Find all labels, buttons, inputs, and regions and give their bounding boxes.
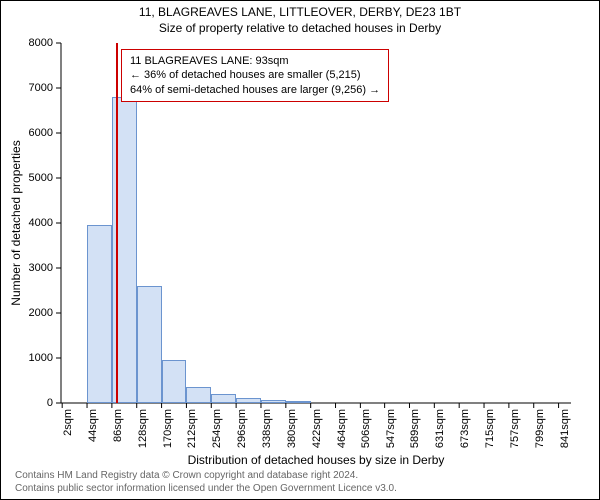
histogram-bar bbox=[236, 398, 261, 403]
info-box-line: ← 36% of detached houses are smaller (5,… bbox=[130, 68, 380, 82]
x-axis-label: Distribution of detached houses by size … bbox=[61, 453, 571, 467]
attribution-line-2: Contains public sector information licen… bbox=[15, 483, 397, 494]
y-tick-label: 1000 bbox=[29, 352, 53, 364]
y-tick-label: 4000 bbox=[29, 217, 53, 229]
histogram-bar bbox=[87, 225, 112, 403]
attribution-line-1: Contains HM Land Registry data © Crown c… bbox=[15, 470, 358, 481]
y-tick-label: 3000 bbox=[29, 262, 53, 274]
y-tick-label: 5000 bbox=[29, 172, 53, 184]
info-box-line: 11 BLAGREAVES LANE: 93sqm bbox=[130, 54, 380, 68]
chart-title-sub: Size of property relative to detached ho… bbox=[1, 21, 599, 35]
histogram-bar bbox=[186, 387, 211, 403]
y-tick-label: 8000 bbox=[29, 37, 53, 49]
info-box: 11 BLAGREAVES LANE: 93sqm← 36% of detach… bbox=[121, 49, 389, 102]
y-tick-label: 6000 bbox=[29, 127, 53, 139]
histogram-bar bbox=[286, 401, 311, 403]
attribution-text: Contains HM Land Registry data © Crown c… bbox=[15, 470, 591, 495]
chart-area: 11 BLAGREAVES LANE: 93sqm← 36% of detach… bbox=[61, 43, 571, 403]
y-tick-label: 2000 bbox=[29, 307, 53, 319]
y-tick-label: 0 bbox=[47, 397, 53, 409]
property-marker-line bbox=[116, 43, 118, 403]
chart-title-main: 11, BLAGREAVES LANE, LITTLEOVER, DERBY, … bbox=[1, 5, 599, 19]
histogram-bar bbox=[261, 400, 286, 403]
y-axis-label: Number of detached properties bbox=[9, 43, 23, 403]
histogram-bar bbox=[162, 360, 187, 403]
y-tick-label: 7000 bbox=[29, 82, 53, 94]
histogram-bar bbox=[137, 286, 162, 403]
histogram-bar bbox=[211, 394, 236, 403]
info-box-line: 64% of semi-detached houses are larger (… bbox=[130, 83, 380, 97]
